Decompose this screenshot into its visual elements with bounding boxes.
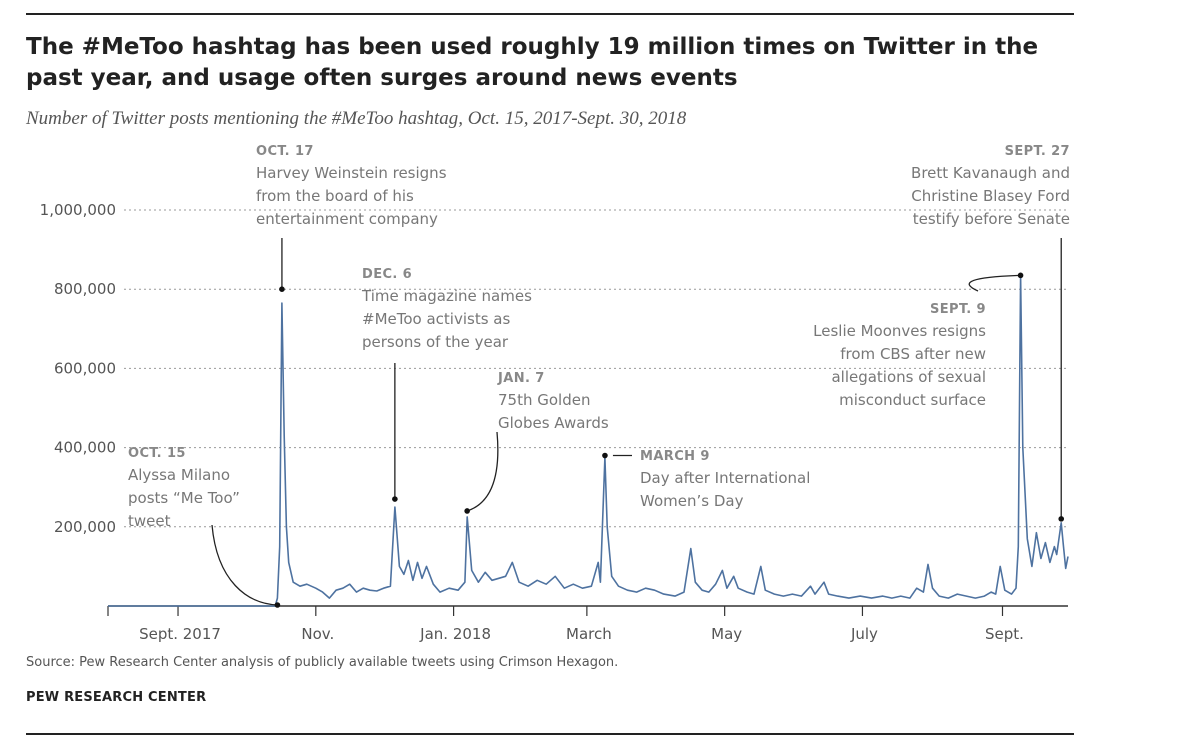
x-tick-label: Sept. 2017 xyxy=(139,625,221,643)
annotation-date: OCT. 17 xyxy=(256,144,314,159)
annotation-text: Alyssa Milano xyxy=(128,466,230,484)
annotation-text: misconduct surface xyxy=(839,391,986,409)
annotation-text: Women’s Day xyxy=(640,492,744,510)
annotation-oct17: OCT. 17 Harvey Weinstein resigns from the … xyxy=(256,144,447,293)
top-rule xyxy=(26,13,1074,15)
annotation-dot xyxy=(1058,516,1065,522)
annotation-text: persons of the year xyxy=(362,333,509,351)
chart-title: The #MeToo hashtag has been used roughly… xyxy=(26,34,1039,91)
source-note: Source: Pew Research Center analysis of … xyxy=(26,655,619,670)
annotation-text: #MeToo activists as xyxy=(362,310,510,328)
annotation-text: tweet xyxy=(128,512,171,530)
annotation-text: posts “Me Too” xyxy=(128,489,240,507)
x-tick-label: Sept. xyxy=(985,625,1024,643)
annotation-jan7: JAN. 7 75th Golden Globes Awards xyxy=(464,371,609,514)
annotation-dec6: DEC. 6 Time magazine names #MeToo activist… xyxy=(361,267,532,502)
annotation-sep9: SEPT. 9 Leslie Moonves resigns from CBS af… xyxy=(813,272,1024,409)
annotation-text: Leslie Moonves resigns xyxy=(813,322,986,340)
annotation-text: allegations of sexual xyxy=(831,368,986,386)
gridlines xyxy=(124,209,1068,528)
y-axis: 200,000 400,000 600,000 800,000 1,000,000 xyxy=(40,201,116,536)
annotation-dot xyxy=(274,602,281,608)
x-tick-label: July xyxy=(850,625,878,643)
annotation-text: Globes Awards xyxy=(498,414,609,432)
annotation-text: Day after International xyxy=(640,469,810,487)
annotation-date: DEC. 6 xyxy=(362,267,412,282)
x-axis: Sept. 2017 Nov. Jan. 2018 March May July Sept. xyxy=(107,605,1068,643)
annotation-date: SEPT. 27 xyxy=(1005,144,1070,159)
y-tick-label: 1,000,000 xyxy=(40,201,116,219)
annotation-date: MARCH 9 xyxy=(640,449,710,464)
annotation-text: from the board of his xyxy=(256,187,414,205)
x-tick-label: May xyxy=(711,625,742,643)
x-tick-label: March xyxy=(566,625,612,643)
annotation-text: Harvey Weinstein resigns xyxy=(256,164,447,182)
annotation-date: JAN. 7 xyxy=(497,371,545,386)
annotation-leader-line xyxy=(968,274,1021,292)
annotation-leader-line xyxy=(466,431,499,512)
annotation-text: 75th Golden xyxy=(498,391,590,409)
annotation-text: entertainment company xyxy=(256,210,438,228)
chart-subtitle: Number of Twitter posts mentioning the #… xyxy=(26,108,687,129)
y-tick-label: 200,000 xyxy=(54,518,116,536)
annotation-text: testify before Senate xyxy=(913,210,1070,228)
annotation-oct15: OCT. 15 Alyssa Milano posts “Me Too” tweet xyxy=(128,446,281,608)
annotation-leader-line xyxy=(211,524,278,606)
y-tick-label: 400,000 xyxy=(54,439,116,457)
x-tick-label: Jan. 2018 xyxy=(419,625,491,643)
annotation-mar9: MARCH 9 Day after International Women’s Da… xyxy=(602,449,810,510)
annotation-text: from CBS after new xyxy=(840,345,986,363)
series-line xyxy=(108,274,1069,607)
y-tick-label: 800,000 xyxy=(54,280,116,298)
annotation-date: OCT. 15 xyxy=(128,446,186,461)
annotation-dot xyxy=(464,508,470,514)
annotation-text: Time magazine names xyxy=(361,287,532,305)
annotation-dot xyxy=(279,286,285,293)
brand-label: PEW RESEARCH CENTER xyxy=(26,690,207,705)
annotation-text: Brett Kavanaugh and xyxy=(911,164,1070,182)
x-tick-label: Nov. xyxy=(301,625,334,643)
y-tick-label: 600,000 xyxy=(54,359,116,377)
bottom-rule xyxy=(26,733,1074,735)
annotation-date: SEPT. 9 xyxy=(930,302,986,317)
annotation-text: Christine Blasey Ford xyxy=(911,187,1070,205)
annotation-sep27: SEPT. 27 Brett Kavanaugh and Christine Bla… xyxy=(911,144,1070,522)
annotation-dot xyxy=(602,452,608,459)
annotation-dot xyxy=(392,496,398,502)
annotation-dot xyxy=(1017,272,1024,279)
